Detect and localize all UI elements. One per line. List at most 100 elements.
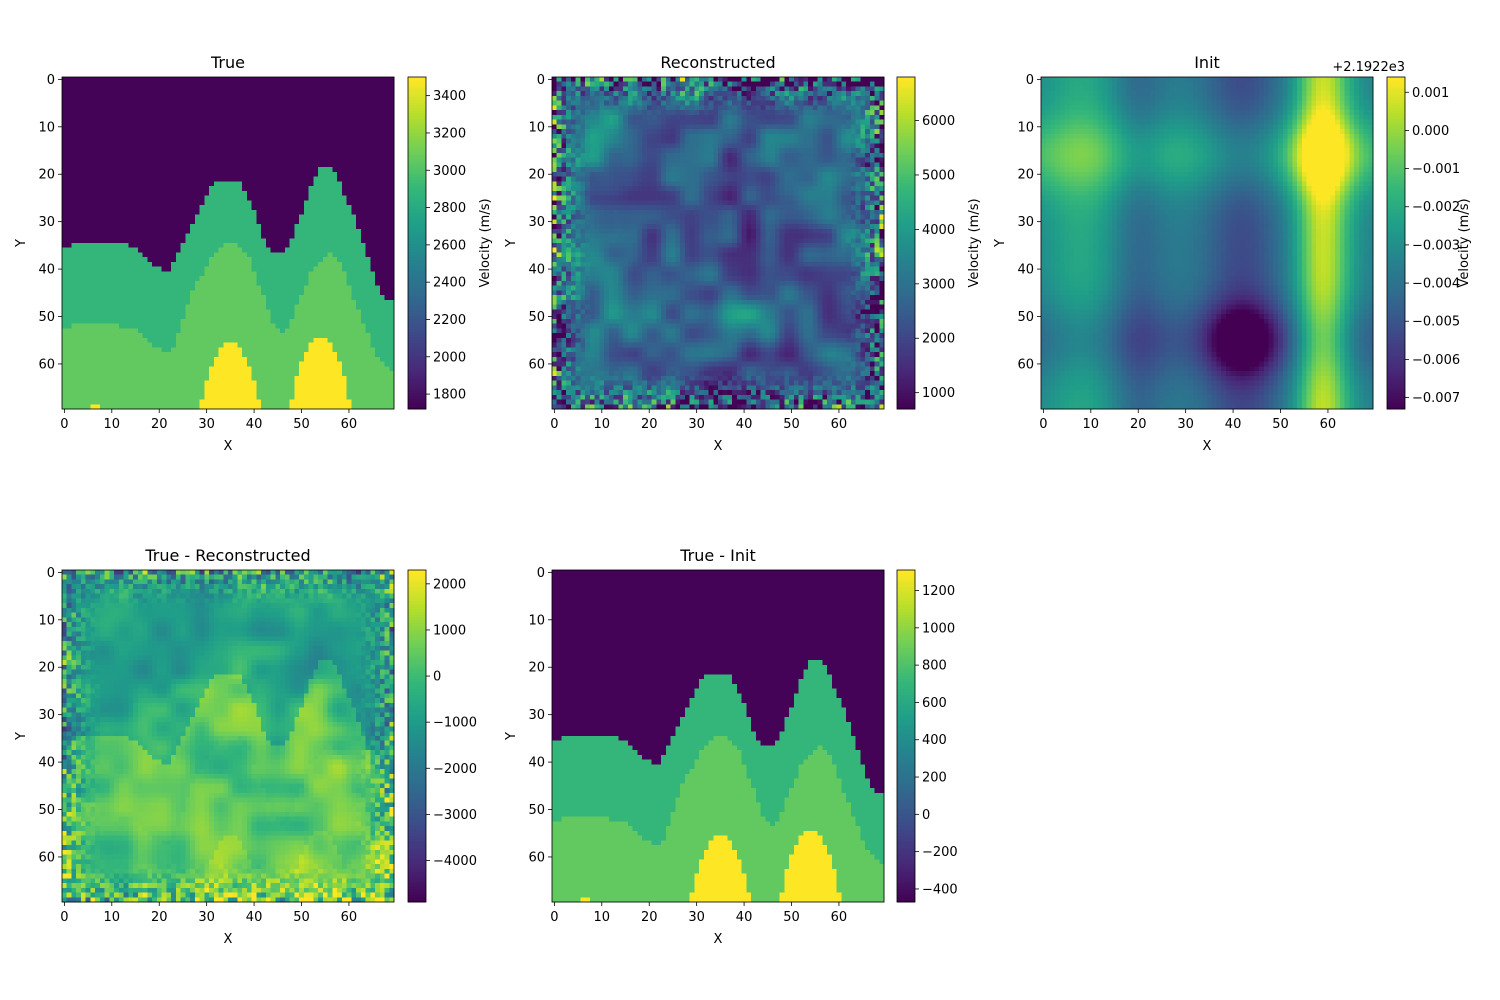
heatmap-cell — [233, 300, 238, 305]
heatmap-cell — [147, 319, 152, 324]
heatmap-cell — [361, 115, 366, 120]
heatmap-cell — [323, 215, 328, 220]
heatmap-cell — [252, 234, 257, 239]
heatmap-cell — [361, 105, 366, 110]
heatmap-cell — [256, 82, 261, 87]
heatmap-cell — [351, 357, 356, 362]
heatmap-cell — [342, 281, 347, 286]
heatmap-cell — [233, 328, 238, 333]
heatmap-cell — [152, 300, 157, 305]
heatmap-cell — [247, 129, 252, 134]
heatmap-cell — [81, 305, 86, 310]
heatmap-cell — [252, 200, 257, 205]
heatmap-cell — [133, 248, 138, 253]
heatmap-cell — [271, 101, 276, 106]
heatmap-cell — [323, 224, 328, 229]
heatmap-cell — [128, 257, 133, 262]
heatmap-cell — [294, 200, 299, 205]
heatmap-cell — [157, 371, 162, 376]
heatmap-cell — [237, 153, 242, 158]
heatmap-cell — [100, 134, 105, 139]
heatmap-cell — [271, 376, 276, 381]
heatmap-cell — [256, 257, 261, 262]
heatmap-cell — [86, 162, 91, 167]
heatmap-cell — [261, 362, 266, 367]
heatmap-cell — [171, 257, 176, 262]
heatmap-cell — [380, 357, 385, 362]
heatmap-cell — [356, 324, 361, 329]
heatmap-cell — [81, 110, 86, 115]
heatmap-cell — [166, 105, 171, 110]
heatmap-cell — [81, 362, 86, 367]
heatmap-cell — [162, 338, 167, 343]
heatmap-cell — [385, 286, 390, 291]
heatmap-cell — [200, 238, 205, 243]
heatmap-cell — [176, 82, 181, 87]
heatmap-cell — [328, 186, 333, 191]
heatmap-cell — [366, 110, 371, 115]
heatmap-cell — [385, 120, 390, 125]
heatmap-cell — [185, 148, 190, 153]
heatmap-cell — [385, 115, 390, 120]
heatmap-cell — [370, 124, 375, 129]
heatmap-cell — [299, 158, 304, 163]
heatmap-cell — [237, 181, 242, 186]
heatmap-cell — [71, 271, 76, 276]
heatmap-cell — [71, 167, 76, 172]
heatmap-cell — [256, 196, 261, 201]
heatmap-cell — [380, 143, 385, 148]
heatmap-cell — [204, 181, 209, 186]
heatmap-cell — [323, 248, 328, 253]
heatmap-cell — [86, 105, 91, 110]
heatmap-cell — [143, 139, 148, 144]
heatmap-cell — [195, 252, 200, 257]
heatmap-cell — [275, 200, 280, 205]
heatmap-cell — [271, 400, 276, 405]
heatmap-cell — [252, 167, 257, 172]
heatmap-cell — [280, 238, 285, 243]
heatmap-cell — [266, 328, 271, 333]
heatmap-cell — [138, 120, 143, 125]
heatmap-cell — [370, 96, 375, 101]
heatmap-cell — [342, 390, 347, 395]
heatmap-cell — [71, 381, 76, 386]
heatmap-cell — [185, 181, 190, 186]
heatmap-cell — [105, 200, 110, 205]
heatmap-cell — [285, 101, 290, 106]
heatmap-cell — [124, 205, 129, 210]
heatmap-cell — [67, 271, 72, 276]
heatmap-cell — [323, 181, 328, 186]
heatmap-cell — [252, 257, 257, 262]
heatmap-cell — [200, 129, 205, 134]
heatmap-cell — [209, 101, 214, 106]
heatmap-cell — [143, 153, 148, 158]
heatmap-cell — [313, 134, 318, 139]
heatmap-cell — [328, 219, 333, 224]
heatmap-cell — [351, 271, 356, 276]
heatmap-cell — [309, 77, 314, 82]
heatmap-cell — [133, 162, 138, 167]
heatmap-cell — [138, 143, 143, 148]
heatmap-cell — [261, 400, 266, 405]
heatmap-cell — [109, 376, 114, 381]
heatmap-cell — [176, 243, 181, 248]
heatmap-cell — [86, 120, 91, 125]
heatmap-cell — [86, 238, 91, 243]
heatmap-cell — [309, 333, 314, 338]
heatmap-cell — [133, 362, 138, 367]
heatmap-cell — [375, 309, 380, 314]
heatmap-cell — [290, 281, 295, 286]
heatmap-cell — [247, 371, 252, 376]
heatmap-cell — [181, 167, 186, 172]
heatmap-cell — [76, 229, 81, 234]
heatmap-cell — [214, 262, 219, 267]
heatmap-cell — [166, 381, 171, 386]
heatmap-cell — [181, 101, 186, 106]
heatmap-cell — [90, 376, 95, 381]
heatmap-cell — [100, 252, 105, 257]
heatmap-cell — [285, 371, 290, 376]
heatmap-cell — [328, 395, 333, 400]
heatmap-cell — [214, 167, 219, 172]
heatmap-cell — [294, 86, 299, 91]
heatmap-cell — [228, 191, 233, 196]
